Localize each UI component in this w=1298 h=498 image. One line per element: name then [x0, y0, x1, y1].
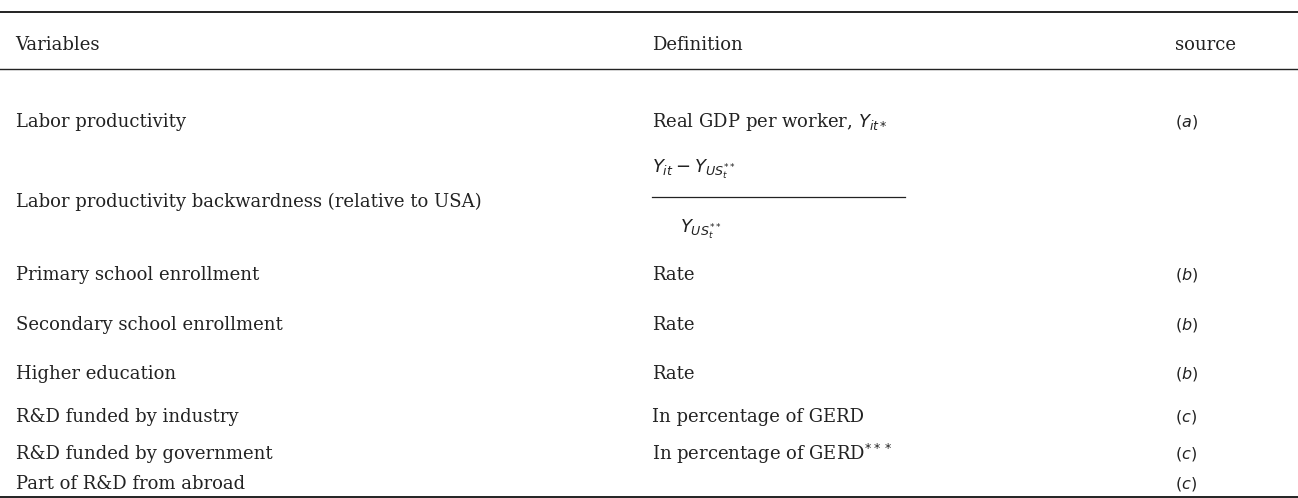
Text: In percentage of GERD$^{***}$: In percentage of GERD$^{***}$	[652, 442, 892, 466]
Text: source: source	[1175, 36, 1236, 54]
Text: Secondary school enrollment: Secondary school enrollment	[16, 316, 283, 334]
Text: $(a)$: $(a)$	[1175, 113, 1198, 131]
Text: $Y_{it}-Y_{US_t^{**}}$: $Y_{it}-Y_{US_t^{**}}$	[652, 157, 735, 181]
Text: Rate: Rate	[652, 366, 694, 383]
Text: R&D funded by government: R&D funded by government	[16, 445, 273, 463]
Text: Definition: Definition	[652, 36, 742, 54]
Text: Part of R&D from abroad: Part of R&D from abroad	[16, 475, 245, 493]
Text: $(c)$: $(c)$	[1175, 408, 1197, 426]
Text: $(b)$: $(b)$	[1175, 316, 1198, 334]
Text: Primary school enrollment: Primary school enrollment	[16, 266, 258, 284]
Text: $(c)$: $(c)$	[1175, 475, 1197, 493]
Text: Labor productivity backwardness (relative to USA): Labor productivity backwardness (relativ…	[16, 193, 482, 211]
Text: $Y_{US_t^{**}}$: $Y_{US_t^{**}}$	[680, 217, 722, 241]
Text: Higher education: Higher education	[16, 366, 175, 383]
Text: In percentage of GERD: In percentage of GERD	[652, 408, 863, 426]
Text: $(b)$: $(b)$	[1175, 366, 1198, 383]
Text: $(c)$: $(c)$	[1175, 445, 1197, 463]
Text: $(b)$: $(b)$	[1175, 266, 1198, 284]
Text: Labor productivity: Labor productivity	[16, 113, 186, 131]
Text: R&D funded by industry: R&D funded by industry	[16, 408, 238, 426]
Text: Rate: Rate	[652, 316, 694, 334]
Text: Real GDP per worker, $Y_{it*}$: Real GDP per worker, $Y_{it*}$	[652, 111, 888, 133]
Text: Rate: Rate	[652, 266, 694, 284]
Text: Variables: Variables	[16, 36, 100, 54]
